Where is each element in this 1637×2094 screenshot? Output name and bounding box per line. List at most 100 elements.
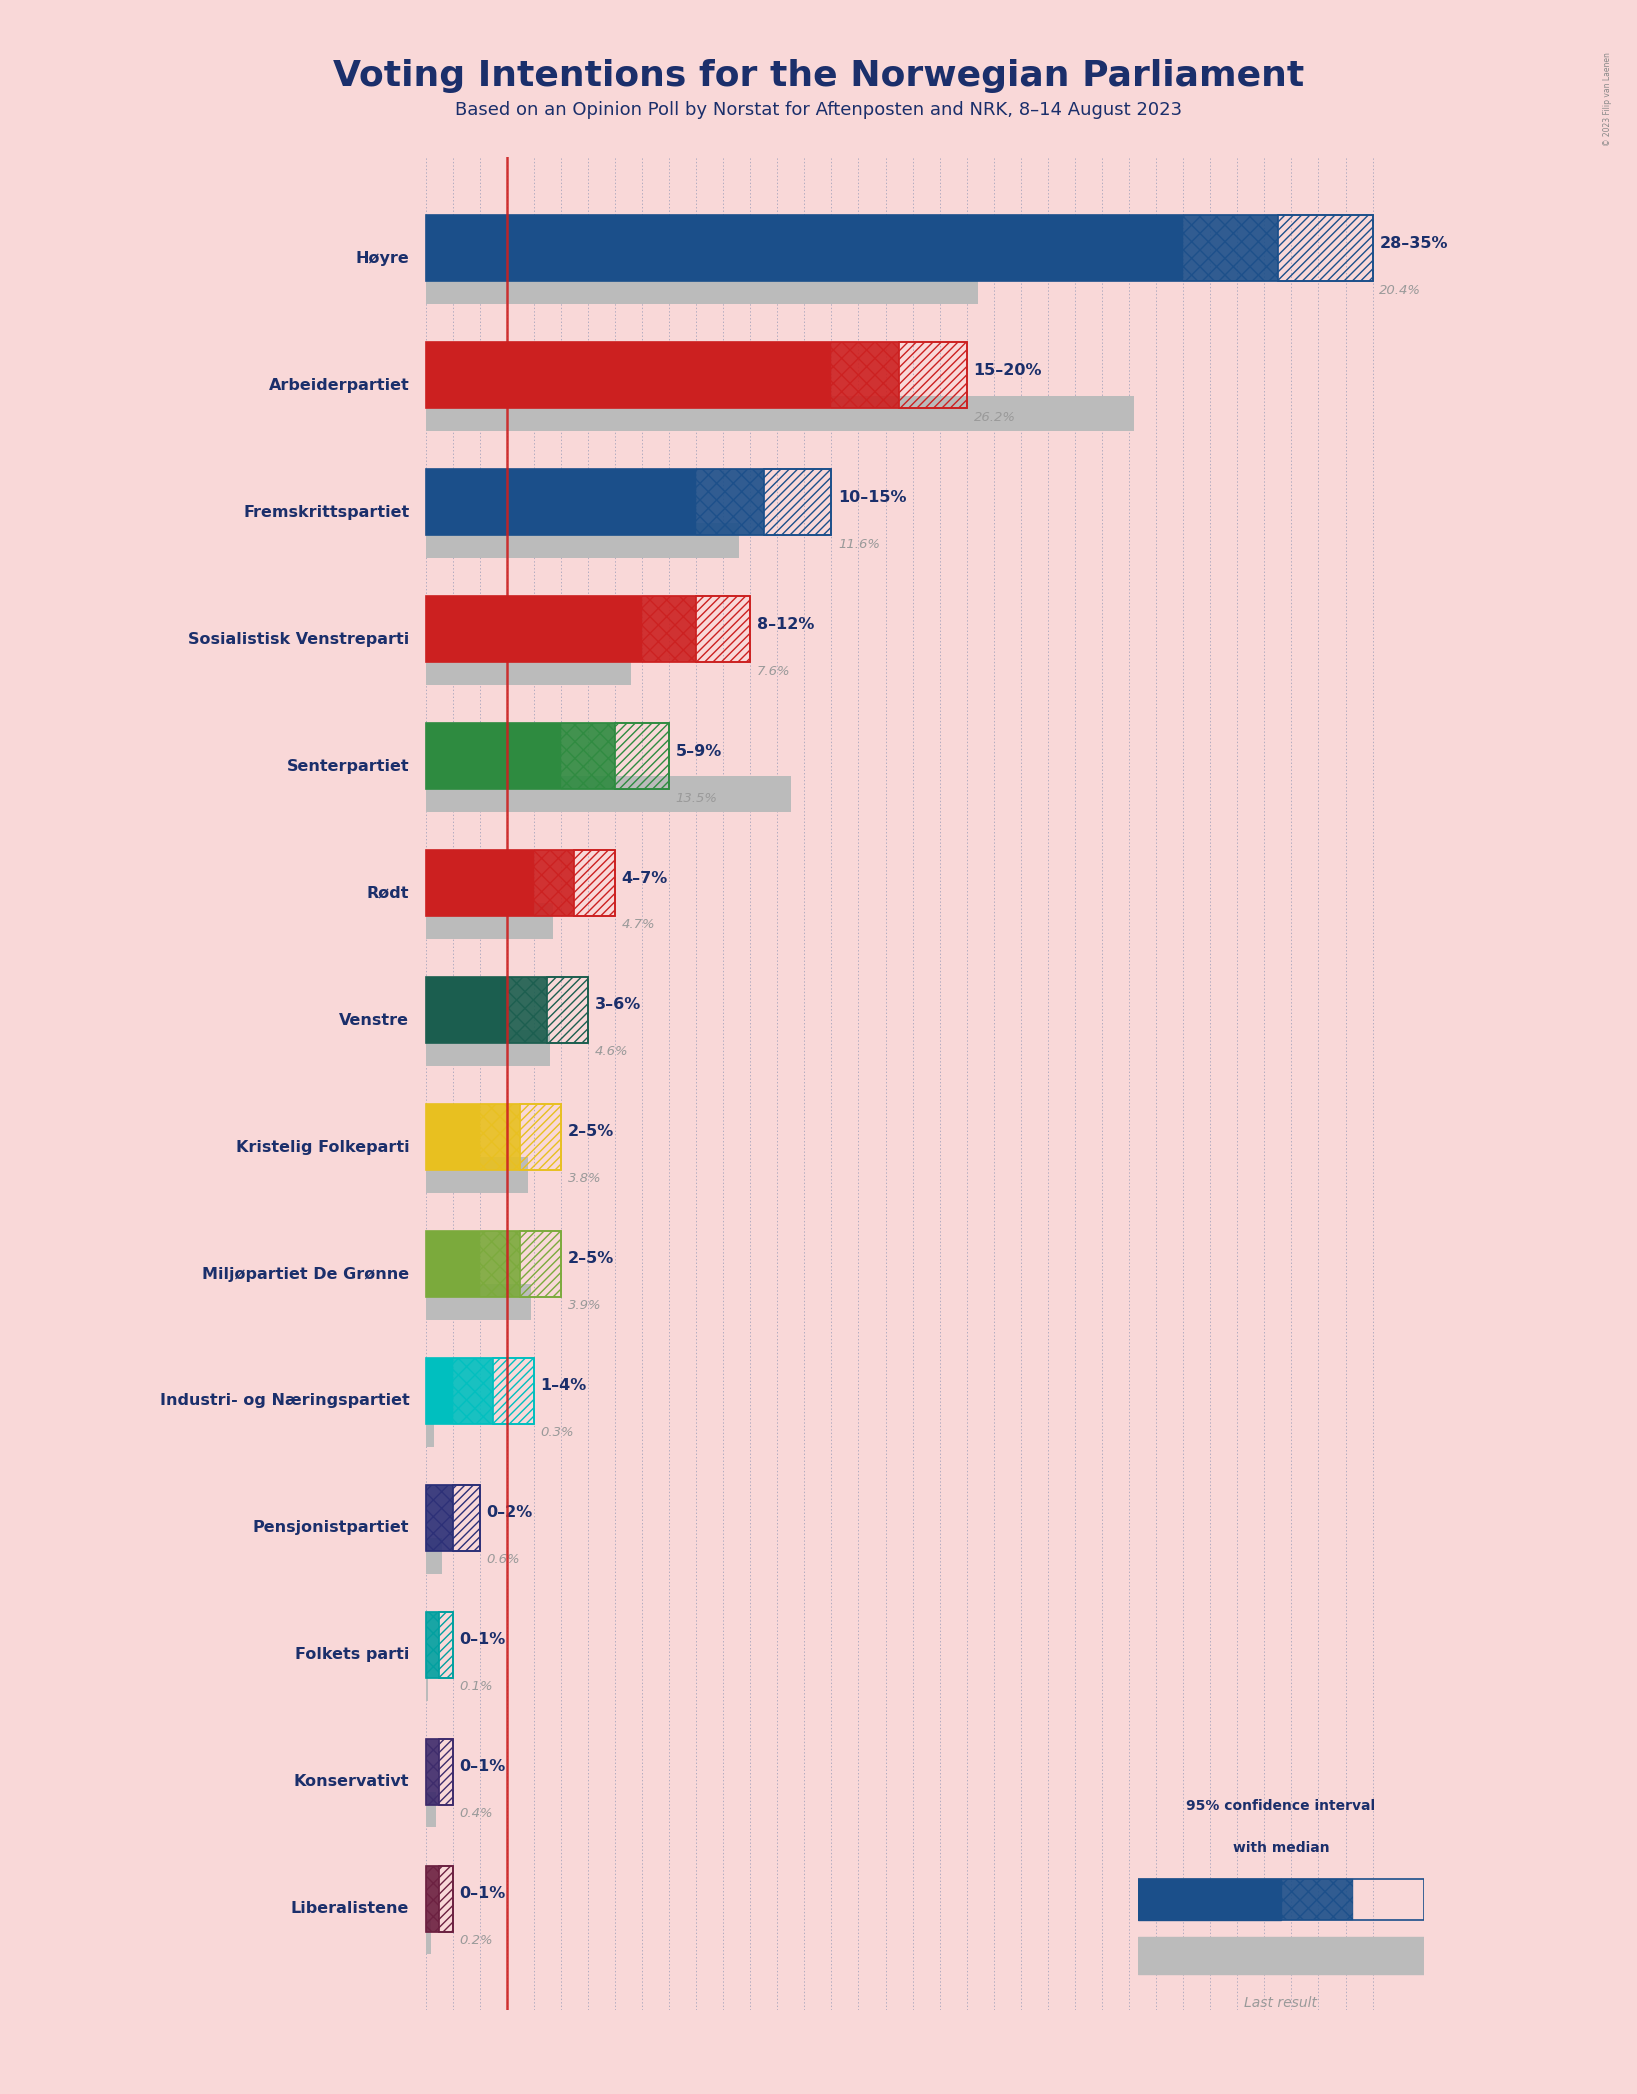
Bar xyxy=(1138,1878,1280,1920)
Text: 0.2%: 0.2% xyxy=(460,1935,493,1947)
Bar xyxy=(426,722,561,789)
Bar xyxy=(521,1231,561,1296)
Bar xyxy=(561,722,616,789)
Bar xyxy=(452,1357,493,1424)
Bar xyxy=(426,1918,431,1954)
Bar xyxy=(534,850,575,915)
Text: Arbeiderpartiet: Arbeiderpartiet xyxy=(268,379,409,394)
Bar xyxy=(1184,216,1278,281)
Bar xyxy=(480,1104,521,1171)
Bar xyxy=(616,722,670,789)
Text: 20.4%: 20.4% xyxy=(1380,285,1421,297)
Text: Sosialistisk Venstreparti: Sosialistisk Venstreparti xyxy=(188,632,409,647)
Bar xyxy=(426,777,791,812)
Bar xyxy=(547,978,588,1043)
Text: Høyre: Høyre xyxy=(355,251,409,266)
Bar xyxy=(426,597,750,662)
Bar xyxy=(1278,216,1372,281)
Text: 4–7%: 4–7% xyxy=(622,871,668,886)
Text: © 2023 Filip van Laenen: © 2023 Filip van Laenen xyxy=(1604,52,1612,147)
Bar xyxy=(452,1485,480,1552)
Bar xyxy=(426,341,832,408)
Bar xyxy=(642,597,696,662)
Text: 2–5%: 2–5% xyxy=(568,1252,614,1267)
Text: 0–1%: 0–1% xyxy=(460,1759,506,1774)
Text: 0.6%: 0.6% xyxy=(486,1554,521,1566)
Text: 1–4%: 1–4% xyxy=(540,1378,586,1393)
Bar xyxy=(426,216,1372,281)
Bar xyxy=(521,1104,561,1171)
Text: Kristelig Folkeparti: Kristelig Folkeparti xyxy=(236,1139,409,1154)
Text: 10–15%: 10–15% xyxy=(838,490,907,505)
Text: Industri- og Næringspartiet: Industri- og Næringspartiet xyxy=(159,1393,409,1409)
Bar xyxy=(426,1738,439,1805)
Bar xyxy=(426,1231,561,1296)
Text: 3–6%: 3–6% xyxy=(594,997,642,1011)
Bar xyxy=(426,1866,452,1931)
Bar xyxy=(493,1357,534,1424)
Text: Last result: Last result xyxy=(1244,1996,1318,2010)
Text: Voting Intentions for the Norwegian Parliament: Voting Intentions for the Norwegian Parl… xyxy=(332,59,1305,92)
Bar xyxy=(832,341,899,408)
Text: 0.3%: 0.3% xyxy=(540,1426,575,1439)
Bar xyxy=(426,1284,530,1319)
Bar xyxy=(426,1158,529,1194)
Bar xyxy=(426,341,967,408)
Bar xyxy=(696,597,750,662)
Text: 0.4%: 0.4% xyxy=(460,1807,493,1820)
Bar xyxy=(1138,1937,1424,1975)
Bar xyxy=(426,1866,439,1931)
Text: Pensjonistpartiet: Pensjonistpartiet xyxy=(252,1520,409,1535)
Bar xyxy=(426,1539,442,1573)
Bar xyxy=(426,1231,480,1296)
Bar xyxy=(426,978,588,1043)
Text: 11.6%: 11.6% xyxy=(838,538,881,551)
Bar xyxy=(426,1738,452,1805)
Bar xyxy=(1352,1878,1424,1920)
Bar xyxy=(426,268,977,304)
Bar xyxy=(764,469,832,536)
Text: 28–35%: 28–35% xyxy=(1380,237,1447,251)
Bar xyxy=(426,649,632,685)
Bar xyxy=(426,1411,434,1447)
Bar xyxy=(575,850,616,915)
Bar xyxy=(439,1738,452,1805)
Bar xyxy=(426,850,616,915)
Text: 26.2%: 26.2% xyxy=(974,410,1015,423)
Bar xyxy=(426,524,740,559)
Bar xyxy=(426,469,832,536)
Text: Konservativt: Konservativt xyxy=(293,1774,409,1788)
Bar xyxy=(426,850,534,915)
Bar xyxy=(426,1104,561,1171)
Text: Venstre: Venstre xyxy=(339,1013,409,1028)
Bar xyxy=(426,903,553,938)
Text: 2–5%: 2–5% xyxy=(568,1124,614,1139)
Text: 95% confidence interval: 95% confidence interval xyxy=(1187,1799,1375,1813)
Bar xyxy=(426,978,507,1043)
Bar xyxy=(426,1665,429,1700)
Bar xyxy=(426,1612,452,1677)
Bar xyxy=(426,1485,480,1552)
Text: with median: with median xyxy=(1233,1841,1329,1855)
Bar xyxy=(480,1231,521,1296)
Bar xyxy=(426,1104,480,1171)
Bar xyxy=(426,1792,437,1828)
Text: 8–12%: 8–12% xyxy=(756,616,814,632)
Text: Fremskrittspartiet: Fremskrittspartiet xyxy=(242,505,409,519)
Bar xyxy=(439,1866,452,1931)
Text: 0.1%: 0.1% xyxy=(460,1679,493,1694)
Text: 4.7%: 4.7% xyxy=(622,919,655,932)
Text: 4.6%: 4.6% xyxy=(594,1045,629,1057)
Bar xyxy=(1280,1878,1352,1920)
Text: 0–1%: 0–1% xyxy=(460,1631,506,1648)
Text: Folkets parti: Folkets parti xyxy=(295,1648,409,1663)
Text: 0–1%: 0–1% xyxy=(460,1887,506,1901)
Text: 15–20%: 15–20% xyxy=(974,362,1043,377)
Bar xyxy=(426,1030,550,1066)
Text: 3.9%: 3.9% xyxy=(568,1298,601,1313)
Text: Based on an Opinion Poll by Norstat for Aftenposten and NRK, 8–14 August 2023: Based on an Opinion Poll by Norstat for … xyxy=(455,101,1182,119)
Bar xyxy=(439,1612,452,1677)
Text: 0–2%: 0–2% xyxy=(486,1506,532,1520)
Bar xyxy=(426,722,670,789)
Text: Rødt: Rødt xyxy=(367,886,409,900)
